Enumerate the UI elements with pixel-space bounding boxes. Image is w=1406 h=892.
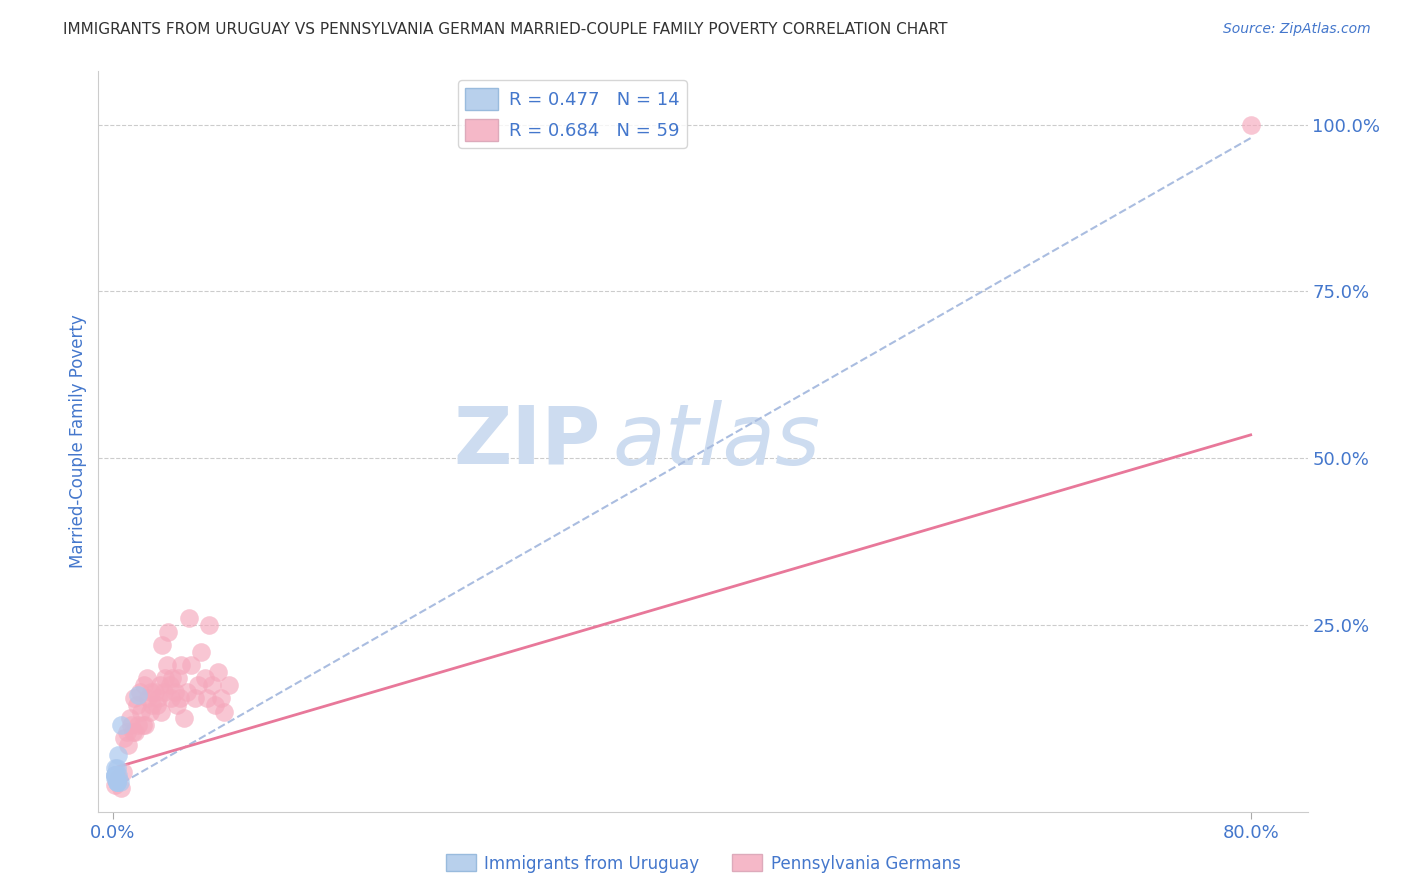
Point — [212, 705, 235, 719]
Point — [166, 698, 188, 712]
Point — [128, 684, 150, 698]
Point — [190, 645, 212, 659]
Text: IMMIGRANTS FROM URUGUAY VS PENNSYLVANIA GERMAN MARRIED-COUPLE FAMILY POVERTY COR: IMMIGRANTS FROM URUGUAY VS PENNSYLVANIA … — [63, 22, 948, 37]
Point — [104, 768, 127, 782]
Point — [134, 718, 156, 732]
Point — [107, 747, 129, 762]
Point — [155, 671, 177, 685]
Point — [145, 698, 167, 712]
Point — [169, 691, 191, 706]
Point — [143, 684, 166, 698]
Point — [150, 705, 173, 719]
Point — [146, 691, 169, 706]
Point — [157, 624, 180, 639]
Point — [110, 718, 132, 732]
Point — [207, 665, 229, 679]
Point — [153, 684, 176, 698]
Point — [152, 638, 174, 652]
Point — [132, 678, 155, 692]
Point — [117, 738, 139, 752]
Text: ZIP: ZIP — [453, 402, 600, 481]
Point — [184, 691, 207, 706]
Point — [104, 761, 127, 775]
Point — [135, 671, 157, 685]
Point — [201, 678, 224, 692]
Point — [118, 711, 141, 725]
Point — [149, 678, 172, 692]
Point — [156, 657, 179, 672]
Point — [170, 657, 193, 672]
Point — [165, 684, 187, 698]
Point — [1240, 118, 1263, 132]
Point — [105, 774, 128, 789]
Point — [110, 781, 132, 796]
Y-axis label: Married-Couple Family Poverty: Married-Couple Family Poverty — [69, 315, 87, 568]
Point — [108, 774, 131, 789]
Legend: Immigrants from Uruguay, Pennsylvania Germans: Immigrants from Uruguay, Pennsylvania Ge… — [439, 847, 967, 880]
Point — [104, 768, 127, 782]
Point — [187, 678, 209, 692]
Point — [121, 724, 143, 739]
Point — [160, 691, 183, 706]
Legend: R = 0.477   N = 14, R = 0.684   N = 59: R = 0.477 N = 14, R = 0.684 N = 59 — [458, 80, 686, 148]
Point — [204, 698, 226, 712]
Point — [125, 698, 148, 712]
Point — [107, 768, 129, 782]
Point — [122, 691, 145, 706]
Point — [209, 691, 232, 706]
Point — [104, 772, 127, 786]
Point — [179, 611, 201, 625]
Point — [195, 691, 218, 706]
Point — [104, 778, 127, 792]
Point — [167, 671, 190, 685]
Point — [138, 705, 160, 719]
Point — [124, 724, 146, 739]
Point — [107, 772, 129, 786]
Point — [129, 705, 152, 719]
Text: atlas: atlas — [613, 400, 820, 483]
Point — [115, 724, 138, 739]
Text: Source: ZipAtlas.com: Source: ZipAtlas.com — [1223, 22, 1371, 37]
Point — [136, 691, 159, 706]
Point — [111, 764, 134, 779]
Point — [131, 718, 153, 732]
Point — [105, 774, 128, 789]
Point — [218, 678, 240, 692]
Point — [198, 618, 221, 632]
Point — [112, 731, 135, 746]
Point — [105, 761, 128, 775]
Point — [176, 684, 198, 698]
Point — [104, 768, 127, 782]
Point — [141, 698, 163, 712]
Point — [180, 657, 202, 672]
Point — [159, 678, 181, 692]
Point — [127, 688, 149, 702]
Point — [173, 711, 195, 725]
Point — [105, 774, 128, 789]
Point — [120, 718, 142, 732]
Point — [162, 671, 184, 685]
Point — [127, 718, 149, 732]
Point — [139, 684, 162, 698]
Point — [194, 671, 217, 685]
